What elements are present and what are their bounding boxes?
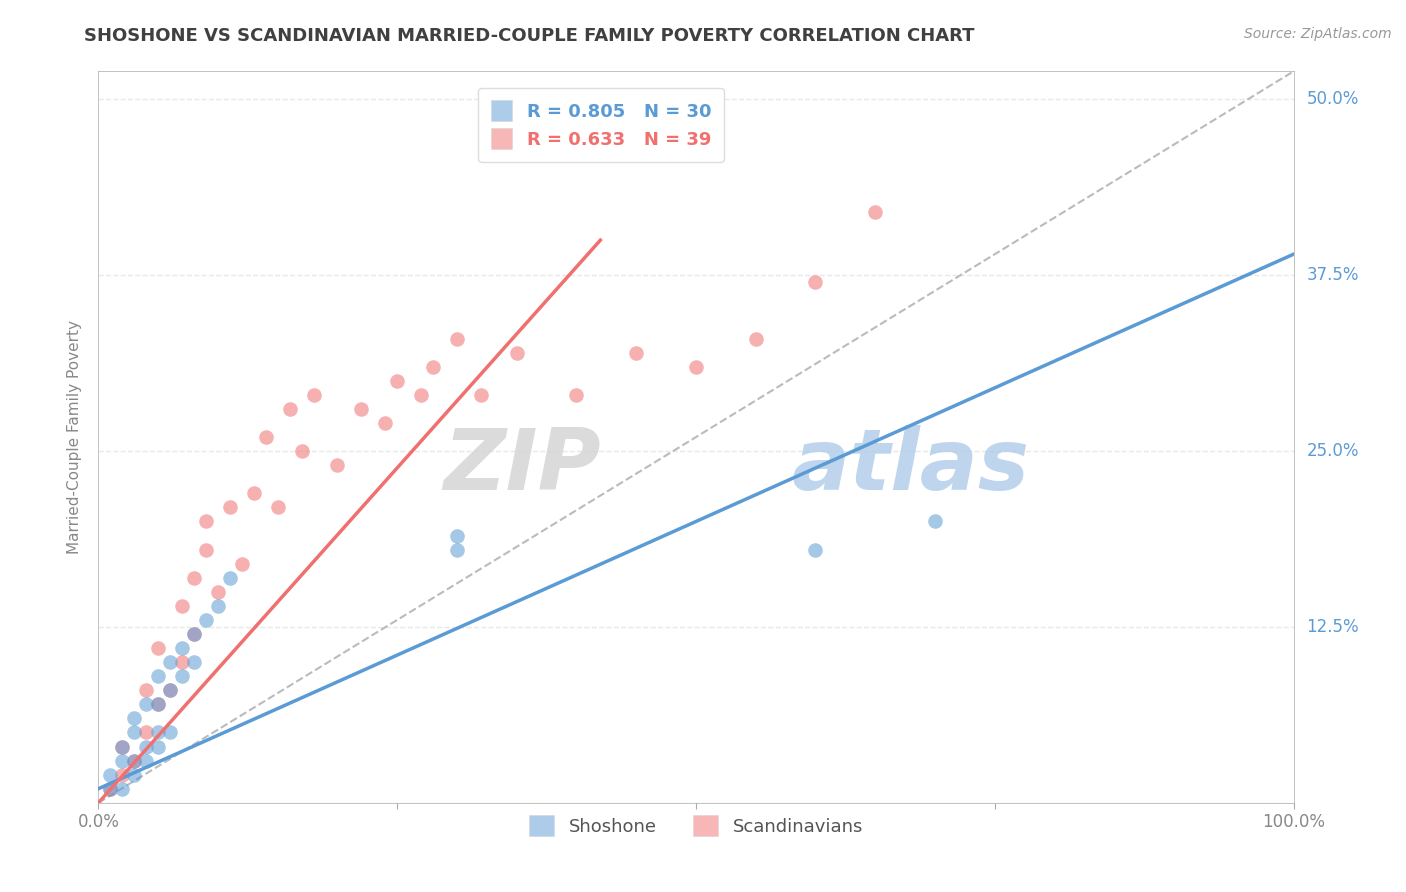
Point — [278, 401, 301, 416]
Point — [243, 486, 266, 500]
Point — [111, 754, 134, 768]
Point — [111, 781, 134, 796]
Point — [745, 332, 768, 346]
Point — [135, 739, 157, 754]
Point — [124, 754, 146, 768]
Point — [172, 599, 194, 613]
Text: 12.5%: 12.5% — [1306, 618, 1360, 636]
Point — [135, 725, 157, 739]
Text: ZIP: ZIP — [443, 425, 600, 508]
Point — [195, 515, 218, 529]
Text: atlas: atlas — [792, 425, 1029, 508]
Point — [326, 458, 349, 473]
Legend: Shoshone, Scandinavians: Shoshone, Scandinavians — [520, 806, 872, 845]
Point — [207, 584, 229, 599]
Point — [148, 739, 170, 754]
Point — [302, 388, 325, 402]
Text: 50.0%: 50.0% — [1306, 90, 1358, 109]
Point — [111, 739, 134, 754]
Point — [124, 725, 146, 739]
Point — [172, 669, 194, 683]
Point — [183, 627, 205, 641]
Text: 25.0%: 25.0% — [1306, 442, 1360, 460]
Point — [183, 627, 205, 641]
Point — [159, 683, 181, 698]
Point — [804, 542, 827, 557]
Text: 37.5%: 37.5% — [1306, 267, 1360, 285]
Point — [385, 374, 409, 388]
Point — [446, 542, 468, 557]
Point — [924, 515, 946, 529]
Point — [148, 725, 170, 739]
Point — [124, 754, 146, 768]
Point — [207, 599, 229, 613]
Point — [98, 781, 122, 796]
Point — [195, 613, 218, 627]
Point — [111, 739, 134, 754]
Point — [685, 359, 707, 374]
Point — [148, 698, 170, 712]
Point — [195, 542, 218, 557]
Point — [291, 444, 314, 458]
Point — [159, 655, 181, 669]
Point — [506, 345, 529, 359]
Point — [422, 359, 444, 374]
Point — [172, 655, 194, 669]
Point — [374, 416, 396, 430]
Point — [159, 683, 181, 698]
Point — [865, 205, 887, 219]
Point — [183, 655, 205, 669]
Point — [172, 641, 194, 656]
Point — [148, 698, 170, 712]
Point — [446, 528, 468, 542]
Point — [267, 500, 290, 515]
Point — [183, 571, 205, 585]
Point — [254, 430, 277, 444]
Point — [124, 767, 146, 781]
Point — [231, 557, 253, 571]
Point — [411, 388, 433, 402]
Y-axis label: Married-Couple Family Poverty: Married-Couple Family Poverty — [67, 320, 83, 554]
Point — [111, 767, 134, 781]
Point — [98, 767, 122, 781]
Point — [470, 388, 492, 402]
Point — [159, 725, 181, 739]
Point — [219, 571, 242, 585]
Point — [135, 698, 157, 712]
Point — [219, 500, 242, 515]
Point — [124, 711, 146, 725]
Point — [804, 276, 827, 290]
Point — [135, 683, 157, 698]
Point — [148, 641, 170, 656]
Point — [565, 388, 588, 402]
Point — [135, 754, 157, 768]
Point — [350, 401, 373, 416]
Point — [626, 345, 648, 359]
Text: Source: ZipAtlas.com: Source: ZipAtlas.com — [1244, 27, 1392, 41]
Point — [98, 781, 122, 796]
Point — [148, 669, 170, 683]
Text: SHOSHONE VS SCANDINAVIAN MARRIED-COUPLE FAMILY POVERTY CORRELATION CHART: SHOSHONE VS SCANDINAVIAN MARRIED-COUPLE … — [84, 27, 974, 45]
Point — [446, 332, 468, 346]
